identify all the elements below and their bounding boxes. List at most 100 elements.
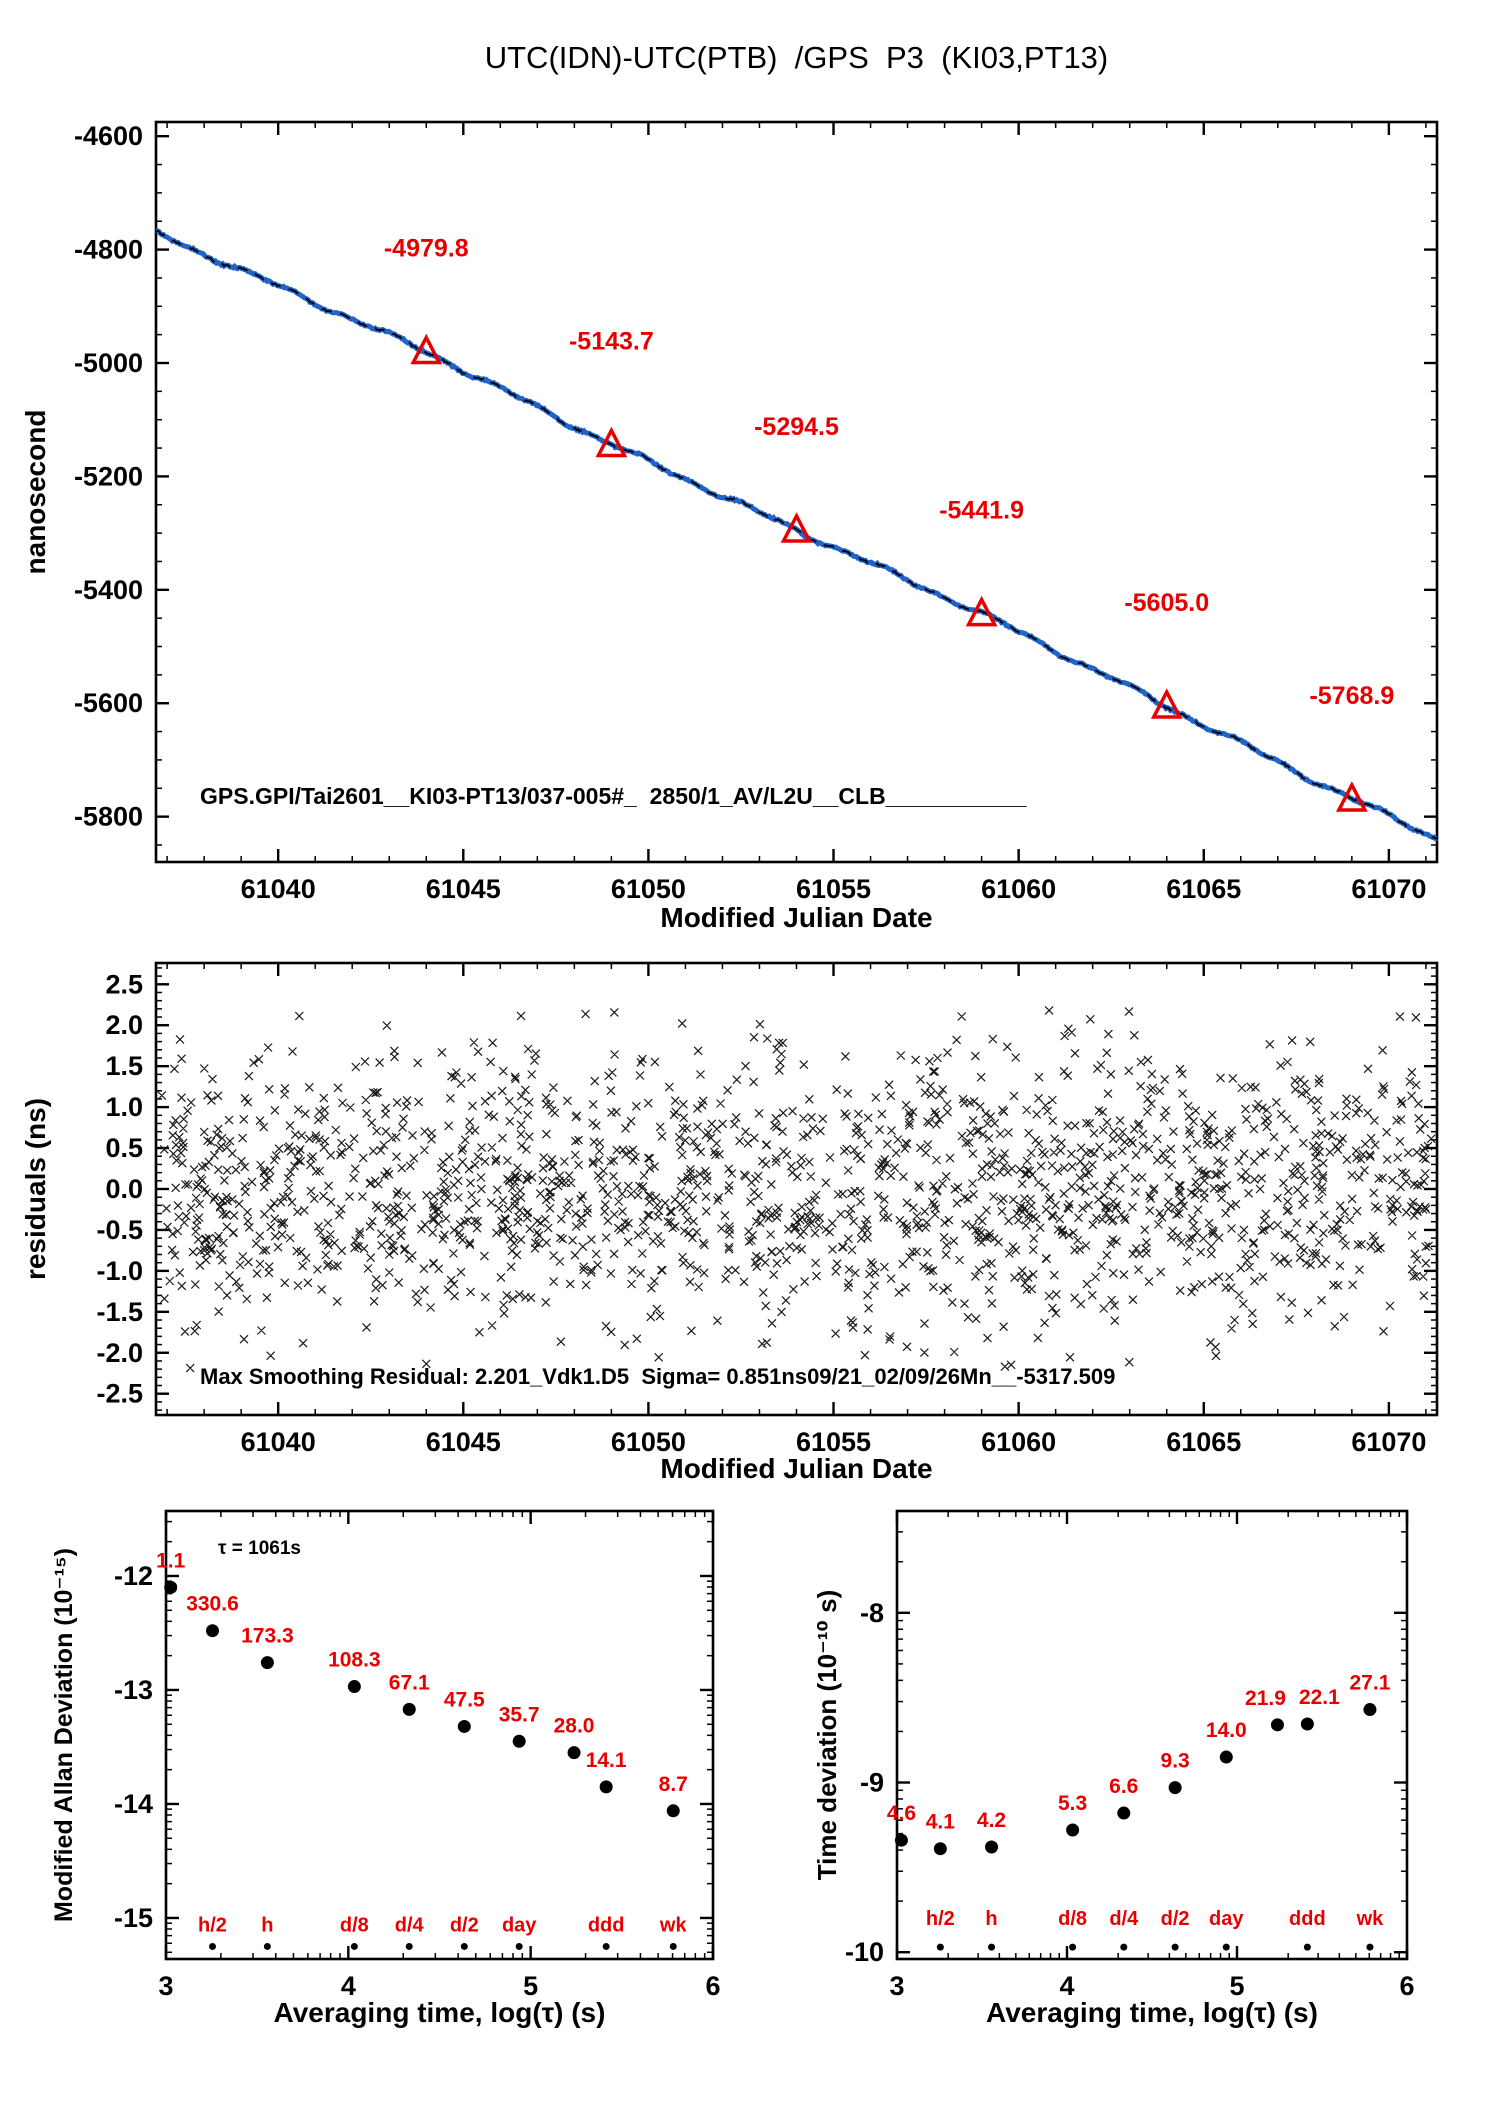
svg-text:-2.0: -2.0 bbox=[96, 1338, 143, 1368]
tdev-tau-tick-dot bbox=[1303, 1943, 1311, 1951]
mdev-xlabel: Averaging time, log(τ) (s) bbox=[273, 1997, 606, 2028]
svg-text:0.0: 0.0 bbox=[105, 1174, 143, 1204]
mdev-data-point bbox=[512, 1734, 526, 1748]
svg-text:6: 6 bbox=[1399, 1971, 1414, 2001]
tdev-plot: 3 4 5 6 -8 -9 -10 4.6 4.1 4.2 5.3 6.6 9.3 14.0 21.9 22.… bbox=[845, 1509, 1415, 2001]
svg-text:wk: wk bbox=[1356, 1908, 1385, 1930]
svg-text:61045: 61045 bbox=[426, 874, 501, 904]
svg-text:6: 6 bbox=[705, 1971, 720, 2001]
svg-text:61045: 61045 bbox=[426, 1427, 501, 1457]
svg-text:h/2: h/2 bbox=[926, 1908, 955, 1930]
mdev-tau-note: τ = 1061s bbox=[218, 1538, 301, 1559]
svg-text:4: 4 bbox=[341, 1971, 356, 2001]
svg-text:-13: -13 bbox=[114, 1675, 153, 1705]
phase-xlabel: Modified Julian Date bbox=[660, 902, 933, 933]
tdev-tau-tick-dot bbox=[1171, 1943, 1179, 1951]
phase-plot: 61040 61045 61050 61055 61060 61065 61070 -4600… bbox=[74, 120, 1439, 904]
calibration-triangle-marker bbox=[1150, 688, 1183, 719]
svg-text:61040: 61040 bbox=[241, 1427, 316, 1457]
svg-text:2.0: 2.0 bbox=[105, 1010, 143, 1040]
tdev-xlabel: Averaging time, log(τ) (s) bbox=[986, 1997, 1318, 2028]
svg-text:-8: -8 bbox=[860, 1598, 884, 1628]
svg-text:61060: 61060 bbox=[981, 1427, 1056, 1457]
calibration-triangle-marker bbox=[595, 426, 628, 458]
svg-text:5: 5 bbox=[1229, 1971, 1244, 2001]
svg-text:d/4: d/4 bbox=[1109, 1908, 1139, 1930]
mdev-tau-tick-dot bbox=[515, 1942, 523, 1950]
tdev-data-point bbox=[1300, 1717, 1314, 1731]
svg-text:61070: 61070 bbox=[1351, 1427, 1426, 1457]
svg-text:27.1: 27.1 bbox=[1350, 1672, 1391, 1695]
mdev-data-point bbox=[205, 1624, 219, 1638]
svg-text:61055: 61055 bbox=[796, 874, 871, 904]
tdev-data-point bbox=[1066, 1823, 1080, 1837]
svg-text:61065: 61065 bbox=[1166, 1427, 1241, 1457]
svg-text:-4979.8: -4979.8 bbox=[384, 235, 469, 263]
svg-text:173.3: 173.3 bbox=[241, 1625, 294, 1648]
calibration-triangle-marker bbox=[780, 512, 813, 543]
tdev-data-point bbox=[1270, 1718, 1284, 1732]
svg-text:6.6: 6.6 bbox=[1109, 1775, 1138, 1798]
mdev-tau-tick-dot bbox=[350, 1942, 358, 1950]
residuals-xlabel: Modified Julian Date bbox=[660, 1453, 933, 1484]
svg-text:61065: 61065 bbox=[1166, 874, 1241, 904]
svg-text:d/8: d/8 bbox=[340, 1915, 369, 1937]
svg-text:2.5: 2.5 bbox=[105, 969, 143, 999]
svg-text:28.0: 28.0 bbox=[554, 1715, 595, 1738]
svg-text:-14: -14 bbox=[114, 1789, 153, 1819]
svg-text:-0.5: -0.5 bbox=[96, 1215, 143, 1245]
phase-series-dashes bbox=[155, 229, 1438, 840]
svg-text:-5600: -5600 bbox=[74, 688, 143, 718]
tdev-tau-tick-dot bbox=[1222, 1943, 1230, 1951]
svg-text:8.7: 8.7 bbox=[659, 1773, 688, 1796]
svg-text:47.5: 47.5 bbox=[444, 1688, 485, 1711]
svg-text:9.3: 9.3 bbox=[1161, 1750, 1190, 1773]
svg-text:-15: -15 bbox=[114, 1903, 153, 1933]
svg-text:330.6: 330.6 bbox=[186, 1593, 239, 1616]
svg-text:d/8: d/8 bbox=[1058, 1908, 1087, 1930]
svg-text:4: 4 bbox=[1059, 1971, 1074, 2001]
tdev-tau-tick-dot bbox=[1366, 1943, 1374, 1951]
mdev-data-point bbox=[164, 1580, 178, 1594]
mdev-tau-tick-dot bbox=[405, 1942, 413, 1950]
residuals-scatter-points bbox=[157, 1005, 1436, 1373]
residuals-ylabel: residuals (ns) bbox=[20, 1097, 51, 1281]
tdev-tau-tick-dot bbox=[1069, 1943, 1077, 1951]
svg-text:-2.5: -2.5 bbox=[96, 1379, 143, 1409]
svg-text:wk: wk bbox=[659, 1915, 688, 1937]
svg-text:-5800: -5800 bbox=[74, 802, 143, 832]
svg-text:-5000: -5000 bbox=[74, 348, 143, 378]
svg-text:21.9: 21.9 bbox=[1245, 1687, 1286, 1710]
svg-text:h: h bbox=[261, 1915, 273, 1937]
svg-text:-12: -12 bbox=[114, 1561, 153, 1591]
mdev-ylabel: Modified Allan Deviation (10⁻¹⁵) bbox=[50, 1547, 78, 1923]
svg-text:1.0: 1.0 bbox=[105, 1092, 143, 1122]
svg-text:61060: 61060 bbox=[981, 874, 1056, 904]
svg-text:d/2: d/2 bbox=[450, 1915, 479, 1937]
svg-text:4.6: 4.6 bbox=[887, 1802, 916, 1825]
tdev-tau-tick-dot bbox=[988, 1943, 996, 1951]
svg-text:-5400: -5400 bbox=[74, 575, 143, 605]
mdev-data-point bbox=[347, 1680, 361, 1694]
mdev-tau-tick-dot bbox=[263, 1942, 271, 1950]
svg-text:-5294.5: -5294.5 bbox=[754, 413, 839, 441]
mdev-data-point bbox=[457, 1719, 471, 1733]
phase-series-line bbox=[155, 228, 1438, 842]
svg-text:61055: 61055 bbox=[796, 1427, 871, 1457]
tdev-data-point bbox=[985, 1840, 999, 1854]
tdev-data-point bbox=[1117, 1806, 1131, 1820]
phase-footer-note: GPS.GPI/Tai2601__KI03-PT13/037-005#_ 285… bbox=[200, 783, 1027, 809]
svg-text:61050: 61050 bbox=[611, 874, 686, 904]
mdev-data-point bbox=[666, 1804, 680, 1818]
page-title: UTC(IDN)-UTC(PTB) /GPS P3 (KI03,PT13) bbox=[484, 40, 1109, 75]
svg-text:108.3: 108.3 bbox=[328, 1649, 381, 1672]
svg-text:14.1: 14.1 bbox=[586, 1749, 627, 1772]
svg-text:-5143.7: -5143.7 bbox=[569, 327, 654, 355]
svg-text:-10: -10 bbox=[845, 1937, 884, 1967]
svg-text:0.5: 0.5 bbox=[105, 1133, 143, 1163]
tdev-tau-tick-dot bbox=[936, 1943, 944, 1951]
tdev-data-point bbox=[1363, 1703, 1377, 1717]
svg-text:61070: 61070 bbox=[1351, 874, 1426, 904]
svg-text:-4600: -4600 bbox=[74, 121, 143, 151]
